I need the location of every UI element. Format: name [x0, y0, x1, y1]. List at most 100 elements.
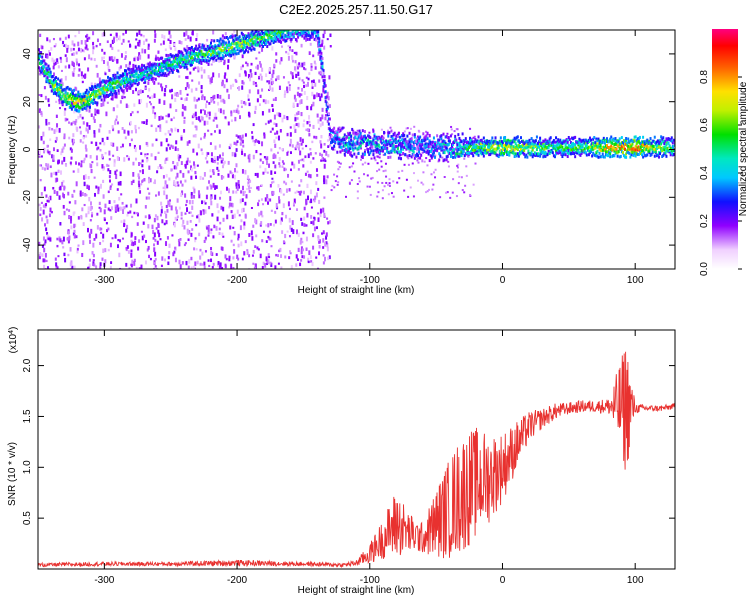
- trace-cell: [318, 48, 321, 52]
- trace-cell: [126, 77, 129, 81]
- trace-cell: [85, 96, 88, 100]
- noise-cell: [182, 219, 185, 224]
- trace-cell: [160, 69, 163, 73]
- noise-cell: [38, 93, 41, 97]
- trace-cell: [252, 47, 255, 51]
- trace-cell: [406, 134, 409, 138]
- noise-cell: [180, 40, 183, 45]
- noise-cell: [323, 196, 326, 199]
- trace-cell: [363, 152, 366, 156]
- noise-cell: [296, 91, 299, 97]
- noise-cell: [243, 251, 246, 256]
- noise-cell: [45, 194, 48, 198]
- noise-cell: [106, 101, 109, 104]
- noise-cell: [259, 165, 262, 169]
- trace-cell: [114, 81, 117, 85]
- noise-cell: [67, 44, 70, 50]
- trace-cell: [325, 109, 328, 113]
- trace-cell: [184, 60, 187, 64]
- noise-cell: [47, 151, 50, 154]
- trace-cell: [243, 50, 246, 54]
- noise-cell: [203, 200, 206, 203]
- trace-cell: [246, 40, 249, 44]
- trace-cell: [161, 73, 164, 77]
- noise-cell: [208, 101, 211, 105]
- trace-cell: [559, 138, 562, 142]
- trace-cell: [323, 83, 326, 87]
- noise-cell: [184, 193, 187, 198]
- trace-cell: [232, 48, 235, 52]
- noise-cell: [110, 56, 113, 61]
- trace-cell: [308, 24, 310, 27]
- noise-cell: [102, 56, 105, 59]
- noise-cell: [269, 237, 272, 241]
- noise-cell: [145, 141, 148, 146]
- trace-cell: [373, 141, 376, 145]
- trace-cell: [254, 43, 257, 47]
- noise-cell: [155, 194, 158, 197]
- noise-cell: [42, 204, 45, 208]
- trace-cell: [389, 144, 392, 148]
- noise-cell: [327, 145, 330, 148]
- noise-cell: [198, 116, 201, 121]
- trace-cell: [272, 31, 275, 35]
- trace-cell: [250, 33, 253, 37]
- noise-cell: [252, 262, 255, 265]
- trace-cell: [500, 144, 503, 148]
- noise-cell: [283, 93, 286, 98]
- trace-cell: [456, 150, 459, 154]
- noise-cell: [288, 48, 291, 52]
- noise-cell: [301, 79, 304, 82]
- trace-cell: [398, 141, 401, 145]
- noise-cell: [55, 127, 58, 133]
- noise-cell: [320, 159, 323, 162]
- trace-cell: [473, 142, 476, 146]
- trace-cell: [556, 151, 559, 155]
- noise-cell: [235, 134, 238, 137]
- noise-cell: [133, 260, 136, 266]
- trace-cell: [499, 136, 502, 140]
- trace-cell: [507, 151, 510, 155]
- noise-cell: [251, 254, 254, 257]
- trace-cell: [73, 88, 76, 92]
- trace-cell: [67, 87, 70, 91]
- trace-cell: [475, 140, 478, 144]
- noise-cell: [176, 172, 179, 178]
- trace-cell: [532, 142, 535, 146]
- noise-cell: [67, 34, 70, 39]
- trace-cell: [500, 140, 503, 144]
- trace-cell: [558, 149, 561, 153]
- noise-cell: [183, 32, 186, 37]
- trace-cell: [273, 39, 276, 43]
- trace-cell: [359, 144, 362, 148]
- trace-cell: [46, 76, 49, 80]
- trace-cell: [337, 136, 340, 140]
- noise-cell: [240, 190, 243, 194]
- trace-cell: [181, 63, 184, 67]
- trace-cell: [157, 72, 160, 76]
- trace-cell: [209, 41, 212, 45]
- noise-cell: [108, 179, 111, 183]
- trace-cell: [483, 150, 486, 154]
- trace-cell: [75, 93, 78, 97]
- noise-cell: [189, 71, 192, 75]
- trace-cell: [529, 143, 532, 147]
- trace-cell: [165, 66, 168, 70]
- trace-cell: [369, 146, 372, 150]
- noise-cell: [268, 163, 271, 168]
- trace-cell: [423, 144, 426, 148]
- trace-cell: [385, 139, 388, 143]
- noise-cell: [271, 177, 274, 180]
- trace-cell: [163, 73, 166, 77]
- noise-cell: [90, 113, 93, 117]
- trace-cell: [394, 141, 397, 145]
- trace-cell: [466, 144, 469, 148]
- trace-cell: [38, 55, 40, 59]
- trace-cell: [388, 142, 391, 146]
- noise-cell: [296, 141, 299, 146]
- noise-cell: [92, 116, 95, 120]
- trace-cell: [323, 81, 326, 85]
- trace-cell: [423, 149, 426, 153]
- noise-cell: [70, 156, 73, 160]
- noise-cell: [73, 67, 76, 70]
